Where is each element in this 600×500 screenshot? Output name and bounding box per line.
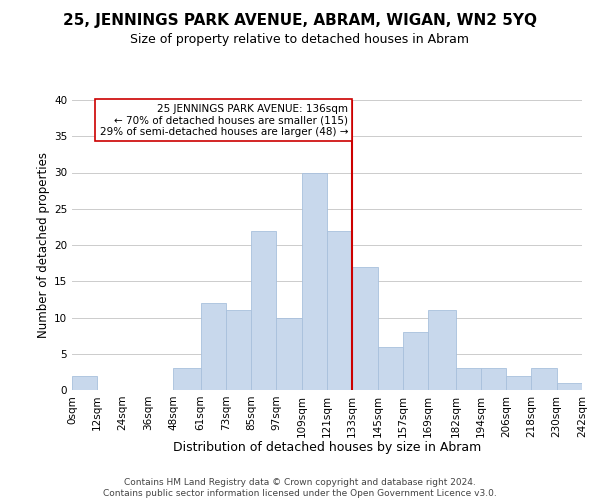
Bar xyxy=(173,368,200,390)
Y-axis label: Number of detached properties: Number of detached properties xyxy=(37,152,50,338)
Text: 25 JENNINGS PARK AVENUE: 136sqm
← 70% of detached houses are smaller (115)
29% o: 25 JENNINGS PARK AVENUE: 136sqm ← 70% of… xyxy=(100,104,348,137)
Bar xyxy=(251,230,277,390)
Bar xyxy=(226,310,251,390)
Text: Size of property relative to detached houses in Abram: Size of property relative to detached ho… xyxy=(131,32,470,46)
Bar xyxy=(455,368,481,390)
Bar xyxy=(277,318,302,390)
Bar xyxy=(532,368,557,390)
Bar xyxy=(428,310,455,390)
Text: 25, JENNINGS PARK AVENUE, ABRAM, WIGAN, WN2 5YQ: 25, JENNINGS PARK AVENUE, ABRAM, WIGAN, … xyxy=(63,12,537,28)
Bar xyxy=(302,172,327,390)
Bar xyxy=(327,230,352,390)
Text: Contains HM Land Registry data © Crown copyright and database right 2024.
Contai: Contains HM Land Registry data © Crown c… xyxy=(103,478,497,498)
X-axis label: Distribution of detached houses by size in Abram: Distribution of detached houses by size … xyxy=(173,441,481,454)
Bar xyxy=(200,303,226,390)
Bar xyxy=(557,383,582,390)
Bar xyxy=(403,332,428,390)
Bar xyxy=(481,368,506,390)
Bar xyxy=(72,376,97,390)
Bar xyxy=(377,346,403,390)
Bar xyxy=(506,376,532,390)
Bar xyxy=(352,267,377,390)
